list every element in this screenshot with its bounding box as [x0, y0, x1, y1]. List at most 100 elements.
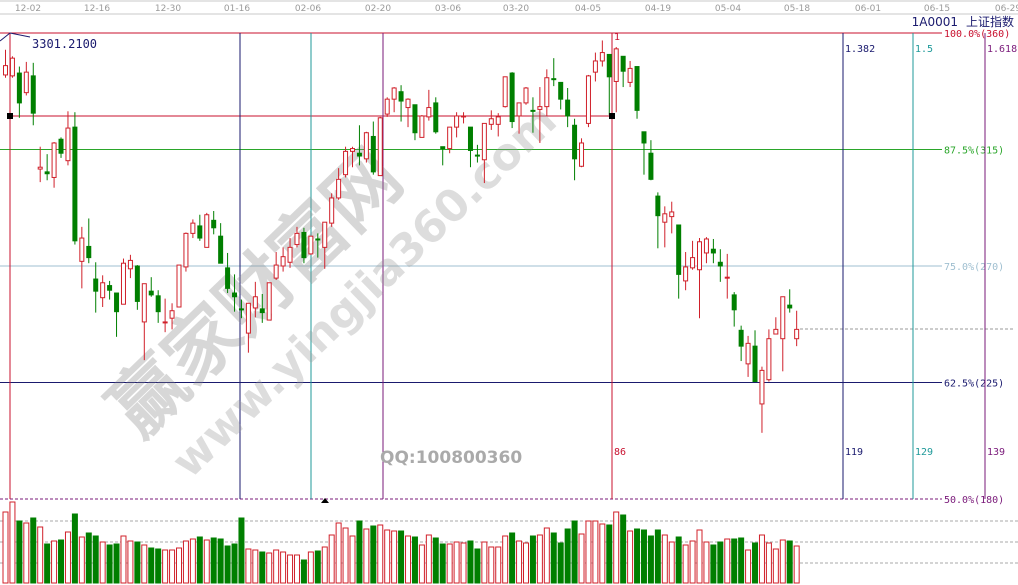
candle-body — [3, 65, 8, 76]
volume-bar — [502, 535, 509, 584]
volume-bar — [189, 538, 196, 584]
volume-bar — [293, 554, 300, 584]
symbol-name: 上证指数 — [966, 14, 1014, 29]
candle-body — [30, 75, 36, 114]
candle-body — [433, 102, 439, 133]
candle-body — [627, 67, 633, 83]
anchor-marker-end[interactable] — [609, 113, 615, 119]
candle-body — [585, 75, 591, 124]
volume-bar — [613, 511, 620, 584]
candle-body — [225, 267, 231, 289]
volume-bar — [266, 552, 273, 584]
candle-body — [266, 282, 272, 321]
candle — [461, 112, 467, 124]
scroll-marker-icon[interactable] — [321, 498, 329, 503]
watermark-qq: QQ:100800360 — [380, 448, 522, 468]
volume-bar — [529, 535, 536, 584]
volume-bar — [550, 532, 557, 584]
candle — [703, 237, 709, 264]
candle — [377, 116, 383, 177]
candle — [211, 211, 217, 235]
volume-bar — [786, 540, 793, 584]
time-marker-ratio: 1 — [614, 32, 620, 43]
candle — [641, 131, 647, 175]
candle — [350, 146, 355, 168]
candle-body — [93, 278, 99, 292]
volume-bar — [647, 535, 654, 584]
volume-bar — [169, 549, 176, 584]
candle-body — [523, 87, 529, 104]
volume-bar — [627, 530, 634, 584]
time-markers: 1 86 1.382 119 1.5 129 1.618 139 — [9, 32, 1017, 499]
candle-body — [169, 310, 175, 319]
volume-bar — [30, 517, 37, 584]
candle-body — [669, 211, 675, 218]
volume-bar — [182, 540, 189, 584]
candle-body — [107, 285, 113, 291]
volume-bar — [231, 543, 238, 584]
candle-body — [662, 213, 668, 223]
time-marker-ratio: 1.5 — [915, 44, 933, 55]
candle — [44, 154, 50, 181]
date-axis: 12-02 12-16 12-30 01-16 02-06 02-20 03-06 03-20… — [0, 0, 1018, 15]
volume-bar — [696, 529, 703, 584]
volume-bar — [509, 532, 516, 584]
candle-body — [245, 302, 251, 334]
x-tick-label: 04-19 — [645, 4, 671, 14]
volume-bar — [51, 540, 58, 584]
volume-bar — [793, 545, 800, 584]
candle-body — [72, 126, 78, 242]
candle-body — [218, 235, 224, 264]
anchor-marker-start[interactable] — [7, 113, 13, 119]
peak-pointer — [0, 32, 31, 42]
volume-bar — [765, 542, 772, 584]
candle-body — [676, 224, 682, 275]
candle — [627, 60, 633, 88]
volume-bar — [758, 534, 765, 584]
volume-bar — [710, 544, 717, 584]
candle — [683, 252, 689, 291]
volume-bar — [592, 520, 599, 584]
candle-body — [370, 135, 376, 173]
candle — [419, 115, 425, 138]
volume-bar — [599, 523, 606, 584]
volume-bar — [37, 526, 44, 584]
level-label: 75.0%(270) — [944, 262, 1004, 273]
candle — [356, 125, 362, 166]
volume-bar — [349, 535, 356, 584]
candle-body — [613, 48, 619, 82]
candle — [579, 138, 585, 168]
candle-body — [183, 232, 189, 268]
x-tick-label: 03-20 — [503, 4, 529, 14]
volume-bar — [405, 535, 412, 584]
candle-body — [467, 126, 473, 151]
level-label: 100.0%(360) — [944, 29, 1010, 40]
candle-body — [127, 259, 133, 270]
candle — [745, 335, 751, 377]
candle-body — [502, 76, 508, 108]
candle — [495, 113, 501, 137]
volume-bar — [523, 542, 529, 584]
volume-bar — [752, 542, 759, 584]
candle — [634, 66, 640, 119]
candle-body — [710, 248, 716, 254]
volume-bar — [113, 543, 120, 584]
candle-body — [509, 72, 515, 123]
volume-bar — [245, 548, 252, 584]
candle — [370, 121, 376, 175]
candle-body — [544, 77, 550, 108]
candle-body — [114, 292, 120, 313]
candle — [648, 140, 654, 181]
candle — [405, 98, 411, 128]
candle-body — [579, 142, 585, 167]
volume-bar — [689, 540, 696, 584]
candle-body — [537, 106, 543, 110]
volume-bar — [703, 541, 710, 584]
volume-bar — [85, 532, 92, 584]
volume-bar — [58, 539, 65, 584]
candle-body — [16, 72, 22, 104]
volume-bar — [418, 544, 425, 584]
candle-body — [440, 146, 446, 150]
candle-body — [44, 171, 50, 175]
